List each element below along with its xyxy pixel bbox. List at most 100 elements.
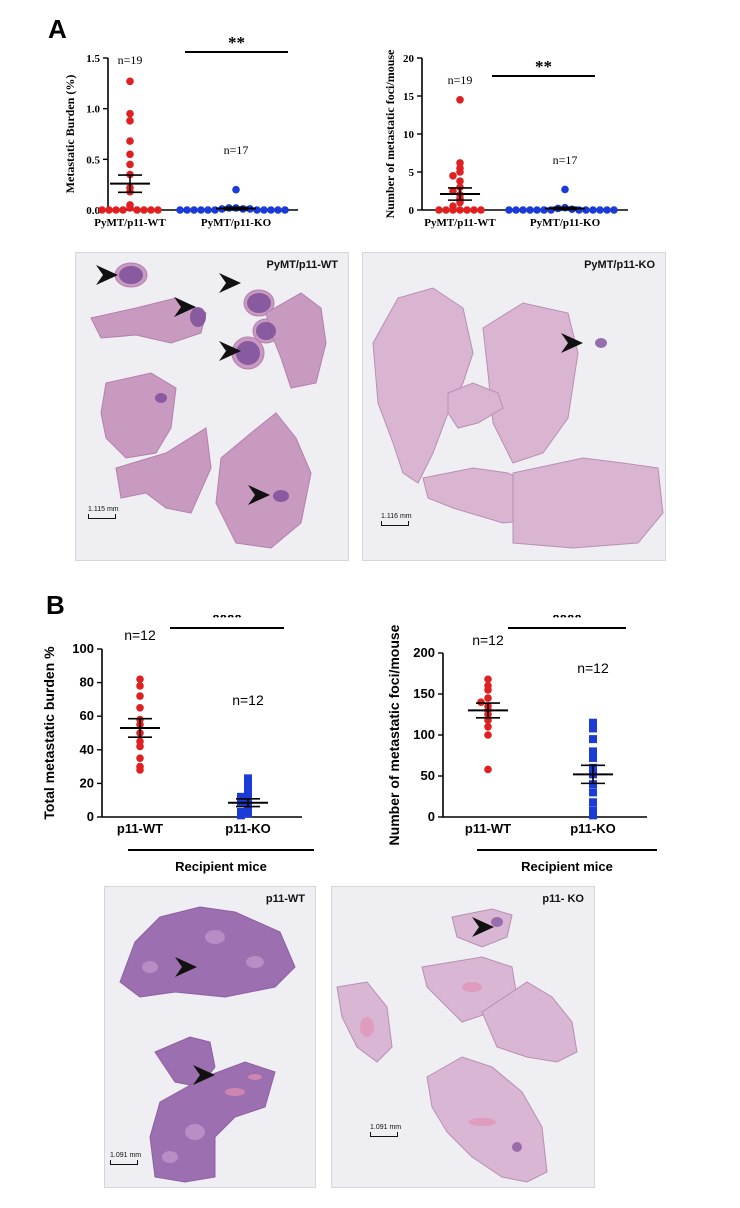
data-point: [126, 117, 134, 125]
data-point: [456, 168, 464, 176]
histology-label: p11- KO: [542, 893, 584, 905]
scale-bar-label: 1.091 mm: [370, 1124, 402, 1131]
data-point: [463, 206, 471, 214]
data-point: [244, 789, 252, 798]
significance-label: ****: [552, 615, 582, 629]
chart-foci-b: 0 50 100 150 200 Number of metastatic foci/mo…: [386, 615, 657, 874]
data-point: [244, 774, 252, 783]
data-point: [244, 781, 252, 790]
chart-foci-a: 0 5 10 15 20 Number of metastatic foci/mouse P…: [383, 49, 628, 229]
histology-image-pymt-ko: PyMT/p11-KO 1.116 mm: [362, 252, 666, 561]
y-tick-label: 40: [80, 742, 94, 757]
scale-bar-line: [381, 521, 409, 526]
x-tick-label: PyMT/p11-KO: [530, 217, 601, 229]
data-point: [112, 206, 120, 214]
x-tick-label: PyMT/p11-KO: [201, 217, 272, 229]
data-point: [484, 765, 492, 774]
n-label: n=12: [124, 627, 156, 643]
data-point: [596, 206, 604, 214]
data-point: [136, 742, 144, 751]
data-point: [512, 206, 520, 214]
data-point: [136, 766, 144, 774]
chart-metastatic-burden-a: 0.0 0.5 1.0 1.5 Metastatic Burden (%) PyMT/p1…: [63, 34, 298, 229]
histology-label: PyMT/p11-KO: [584, 259, 655, 271]
data-point: [456, 96, 464, 104]
scale-bar-label: 1.116 mm: [381, 513, 412, 520]
y-tick-label: 50: [421, 768, 435, 783]
n-label: n=17: [553, 153, 578, 167]
histology-image-p11-ko: p11- KO 1.091 mm: [331, 886, 595, 1188]
x-tick-label: p11-WT: [465, 821, 511, 836]
data-point: [456, 177, 464, 185]
y-tick-label: 0: [428, 809, 435, 824]
y-tick-label: 150: [413, 686, 435, 701]
data-point: [603, 206, 611, 214]
y-tick-label: 10: [403, 129, 415, 141]
y-axis-label: Number of metastatic foci/mouse: [386, 624, 402, 845]
data-point: [237, 792, 245, 801]
data-point: [484, 675, 492, 684]
data-point: [589, 735, 597, 744]
data-point: [589, 788, 597, 797]
data-point: [470, 206, 478, 214]
y-tick-label: 20: [403, 53, 415, 65]
data-point: [260, 206, 268, 214]
y-tick-label: 15: [403, 91, 415, 103]
scale-bar-line: [110, 1160, 138, 1165]
data-point: [442, 206, 450, 214]
x-tick-label: p11-KO: [570, 821, 616, 836]
scale-bar-label: 1.115 mm: [88, 506, 119, 513]
y-tick-label: 0: [409, 205, 415, 217]
histology-label: p11-WT: [265, 893, 305, 905]
data-point: [136, 754, 144, 762]
data-point: [183, 206, 191, 214]
scale-bar-label: 1.091 mm: [110, 1152, 142, 1159]
x-tick-label: p11-WT: [117, 821, 163, 836]
data-point: [589, 206, 597, 214]
histology-image-pymt-wt: PyMT/p11-WT 1.115 mm: [75, 252, 349, 561]
data-point: [232, 185, 240, 194]
data-point: [533, 206, 541, 214]
data-point: [190, 206, 198, 214]
data-point: [274, 206, 282, 214]
data-point: [456, 159, 464, 167]
data-point: [610, 206, 618, 214]
n-label: n=19: [448, 73, 473, 87]
data-point: [136, 682, 144, 690]
scale-bar: 1.091 mm: [370, 1124, 401, 1137]
x-tick-label: p11-KO: [225, 821, 271, 836]
data-point: [204, 206, 212, 214]
y-tick-label: 1.5: [86, 53, 100, 65]
histology-label: PyMT/p11-WT: [266, 259, 338, 271]
scale-bar: 1.091 mm: [110, 1152, 141, 1165]
data-point: [589, 753, 597, 762]
data-point: [526, 206, 534, 214]
y-tick-label: 100: [72, 641, 94, 656]
data-point: [154, 206, 162, 214]
data-point: [589, 780, 597, 789]
data-point: [477, 698, 485, 706]
data-point: [136, 704, 144, 712]
data-point: [505, 206, 513, 214]
scale-bar-line: [88, 514, 116, 519]
data-point: [449, 206, 457, 214]
y-tick-label: 80: [80, 675, 94, 690]
data-point: [519, 206, 527, 214]
x-tick-label: PyMT/p11-WT: [424, 217, 496, 229]
y-tick-label: 5: [409, 167, 415, 179]
panel-letter-a: A: [48, 14, 67, 44]
data-point: [126, 137, 134, 145]
data-point: [589, 718, 597, 727]
data-point: [582, 206, 590, 214]
significance-label: **: [535, 57, 552, 76]
n-label: n=12: [232, 692, 264, 708]
n-label: n=12: [577, 660, 609, 676]
data-point: [126, 204, 134, 212]
data-point: [484, 686, 492, 694]
data-point: [589, 724, 597, 733]
y-axis-label: Metastatic Burden (%): [63, 75, 77, 194]
data-point: [477, 206, 485, 214]
data-point: [435, 206, 443, 214]
y-tick-label: 0.5: [86, 154, 100, 166]
x-tick-label: PyMT/p11-WT: [94, 217, 166, 229]
